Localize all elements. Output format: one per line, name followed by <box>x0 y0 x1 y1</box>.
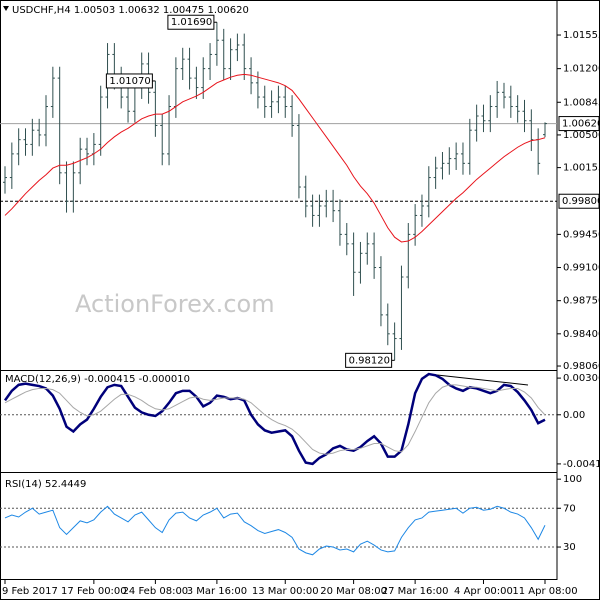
y-tick-label: 70 <box>563 503 576 514</box>
macd-title: MACD(12,26,9) -0.000415 -0.000010 <box>5 374 190 385</box>
y-tick-label: 1.00500 <box>563 130 600 141</box>
level-label-box <box>558 193 600 209</box>
x-tick-label: 11 Apr 08:00 <box>512 586 577 597</box>
rsi-line <box>4 505 546 556</box>
level-label: 1.00620 <box>562 119 600 130</box>
level-label-box <box>558 116 600 132</box>
rsi-title: RSI(14) 52.4449 <box>5 479 86 490</box>
collapse-icon <box>3 6 9 11</box>
y-tick-label: 0.00 <box>563 410 585 421</box>
macd-line <box>3 372 546 466</box>
moving-average <box>4 73 546 243</box>
y-tick-label: 1.00155 <box>563 163 600 174</box>
price-title: USDCHF,H4 1.00503 1.00632 1.00475 1.0062… <box>12 5 249 16</box>
x-tick-label: 24 Feb 08:00 <box>123 586 189 597</box>
x-tick-label: 9 Feb 2017 <box>2 586 58 597</box>
y-tick-label: 100 <box>563 474 582 485</box>
y-tick-label: 0.003063 <box>563 373 600 384</box>
y-tick-label: 1.00845 <box>563 97 600 108</box>
y-tick-label: 1.01555 <box>563 30 600 41</box>
x-tick-label: 4 Apr 00:00 <box>454 586 513 597</box>
x-tick-label: 3 Mar 16:00 <box>187 586 247 597</box>
annotation-box <box>345 352 393 368</box>
x-tick-label: 13 Mar 00:00 <box>252 586 319 597</box>
watermark: ActionForex.com <box>75 290 275 318</box>
y-tick-label: 30 <box>563 542 576 553</box>
annotation-label: 1.01690 <box>171 17 212 28</box>
x-tick-label: 27 Mar 16:00 <box>382 586 449 597</box>
annotation-label: 1.01070 <box>109 76 150 87</box>
signal-line <box>4 384 546 455</box>
x-tick-label: 17 Feb 00:00 <box>61 586 127 597</box>
y-tick-label: -0.004104 <box>563 459 600 470</box>
x-tick-label: 20 Mar 08:00 <box>320 586 387 597</box>
divergence-line <box>427 373 529 386</box>
annotation-box <box>167 14 215 30</box>
annotation-label: 0.98120 <box>349 355 390 366</box>
y-tick-label: 1.01200 <box>563 64 600 75</box>
annotation-box <box>105 73 153 89</box>
level-label: 0.99800 <box>562 196 600 207</box>
